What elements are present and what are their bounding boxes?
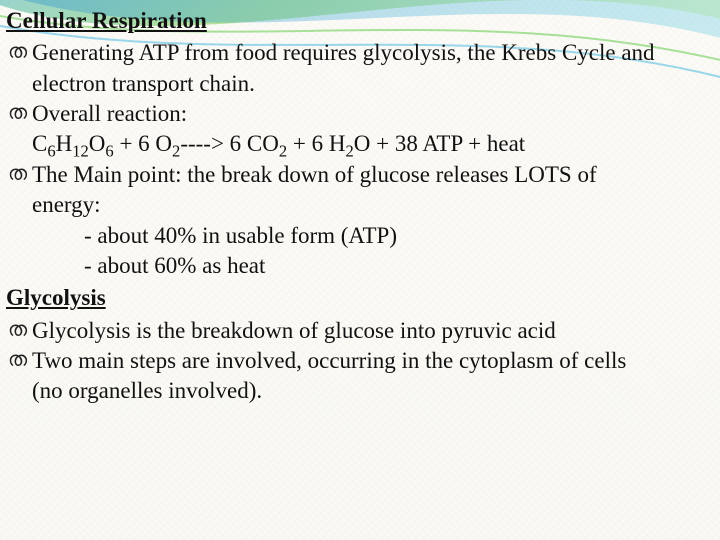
bullet-glyph-icon: ത bbox=[6, 316, 32, 345]
bullet-text-cont: electron transport chain. bbox=[6, 69, 706, 99]
slide-content: Cellular Respiration ത Generating ATP fr… bbox=[0, 0, 720, 407]
bullet-item: ത Generating ATP from food requires glyc… bbox=[6, 38, 706, 68]
bullet-text: Two main steps are involved, occurring i… bbox=[32, 346, 706, 376]
bullet-text: Glycolysis is the breakdown of glucose i… bbox=[32, 316, 706, 346]
sub-point: - about 40% in usable form (ATP) bbox=[6, 221, 706, 251]
bullet-text: The Main point: the break down of glucos… bbox=[32, 160, 706, 190]
bullet-glyph-icon: ത bbox=[6, 38, 32, 67]
bullet-item: ത Overall reaction: bbox=[6, 99, 706, 129]
bullet-text-cont: energy: bbox=[6, 190, 706, 220]
sub-point: - about 60% as heat bbox=[6, 251, 706, 281]
bullet-glyph-icon: ത bbox=[6, 346, 32, 375]
heading-cellular-respiration: Cellular Respiration bbox=[6, 6, 706, 36]
bullet-glyph-icon: ത bbox=[6, 160, 32, 189]
bullet-item: ത The Main point: the break down of gluc… bbox=[6, 160, 706, 190]
bullet-item: ത Glycolysis is the breakdown of glucose… bbox=[6, 316, 706, 346]
chemical-equation: C6H12O6 + 6 O2----> 6 CO2 + 6 H2O + 38 A… bbox=[6, 129, 706, 159]
bullet-item: ത Two main steps are involved, occurring… bbox=[6, 346, 706, 376]
bullet-text-cont: (no organelles involved). bbox=[6, 376, 706, 406]
heading-glycolysis: Glycolysis bbox=[6, 283, 706, 313]
bullet-text: Generating ATP from food requires glycol… bbox=[32, 38, 706, 68]
bullet-glyph-icon: ത bbox=[6, 99, 32, 128]
bullet-text: Overall reaction: bbox=[32, 99, 706, 129]
